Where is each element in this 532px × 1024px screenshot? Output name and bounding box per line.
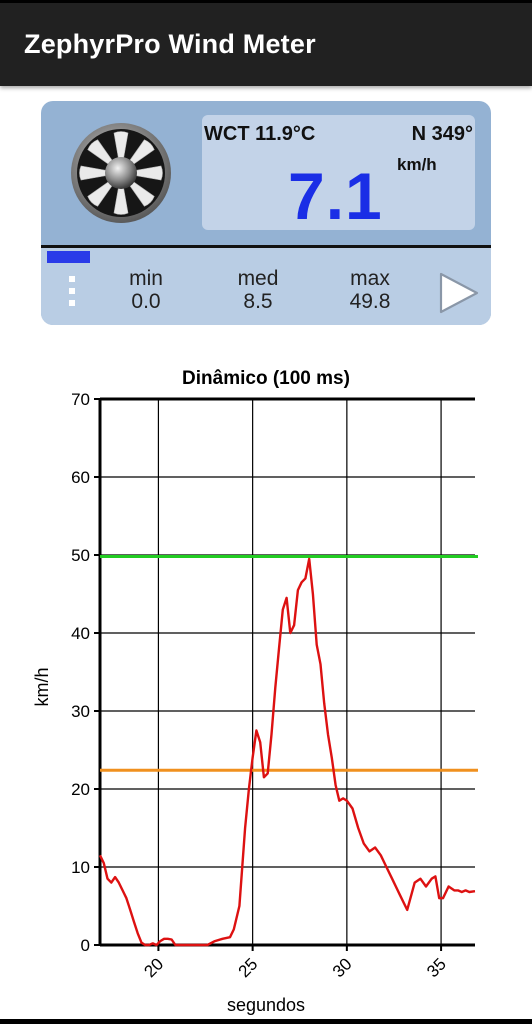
wind-direction: N 349° [411,123,473,145]
wind-speed-chart: Dinâmico (100 ms) km/h segundos 0 10 20 30 4… [32,368,478,1015]
x-tick-label: 20 [140,954,167,981]
app-title: ZephyrPro Wind Meter [24,29,316,59]
y-axis-label: km/h [32,667,52,706]
stat-med-value: 8.5 [243,290,273,313]
app-bar: ZephyrPro Wind Meter [0,3,532,86]
wind-speed-value: 7.1 [288,159,383,233]
stat-max-value: 49.8 [349,290,391,313]
stat-max-label: max [350,267,390,290]
wind-readout: WCT 11.9°C N 349° 7.1 km/h [202,115,475,233]
stat-max: max 49.8 [325,268,415,314]
y-tick-label: 50 [71,546,90,565]
stats-bar [41,248,491,325]
y-tick-label: 30 [71,702,90,721]
y-tick-label: 10 [71,858,90,877]
y-tick-label: 20 [71,780,90,799]
y-tick-label: 40 [71,624,90,643]
menu-dots-icon[interactable] [69,276,75,308]
wind-speed-series-line [98,557,476,947]
y-tick-label: 70 [71,390,90,409]
activity-indicator [47,251,90,263]
panel-divider [41,245,491,248]
wind-speed-unit: km/h [397,155,437,174]
stat-med-label: med [237,267,279,290]
stat-med: med 8.5 [213,268,303,314]
stat-min-label: min [129,267,163,290]
y-tick-label: 60 [71,468,90,487]
wind-panel: WCT 11.9°C N 349° 7.1 km/h min 0.0 med 8… [41,101,491,325]
x-tick-label: 25 [235,954,262,981]
x-axis-label: segundos [227,995,305,1015]
nav-strip [0,1019,532,1024]
status-strip [0,0,532,3]
play-icon[interactable] [437,271,481,315]
x-tick-label: 35 [423,954,450,981]
fan-icon [71,123,171,223]
wind-chill-temperature: WCT 11.9°C [204,123,316,145]
stat-min: min 0.0 [101,268,191,314]
y-tick-label: 0 [81,936,90,955]
x-tick-label: 30 [329,954,356,981]
chart-title: Dinâmico (100 ms) [182,368,350,389]
stat-min-value: 0.0 [131,290,161,313]
